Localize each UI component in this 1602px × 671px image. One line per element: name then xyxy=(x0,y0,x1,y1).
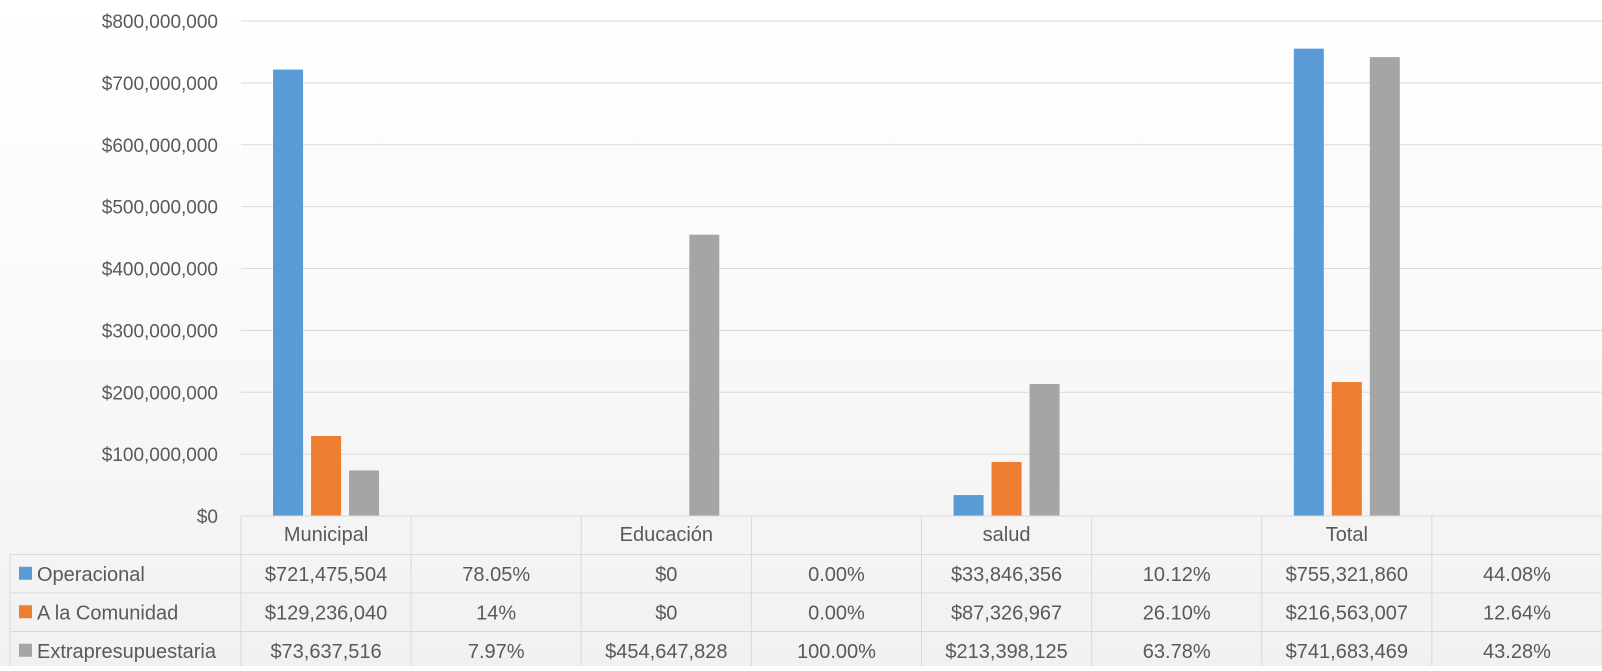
y-tick-label: $500,000,000 xyxy=(102,198,218,219)
table-cell-value: $33,846,356 xyxy=(951,564,1062,586)
bar-operacional-0 xyxy=(273,69,304,516)
table-cell-value: $73,637,516 xyxy=(270,641,381,663)
category-label: salud xyxy=(983,524,1031,546)
bar-extrapresupuestaria-2 xyxy=(689,234,720,517)
table-cell-value: $216,563,007 xyxy=(1286,602,1408,624)
table-cell-value: $213,398,125 xyxy=(945,641,1067,663)
table-cell-value: $741,683,469 xyxy=(1286,641,1408,663)
table-cell-value: $0 xyxy=(655,602,677,624)
table-cell-value: 44.08% xyxy=(1483,564,1551,586)
legend-label: Extrapresupuestaria xyxy=(37,641,217,663)
table-cell-value: $129,236,040 xyxy=(265,602,387,624)
bar-a-la-comunidad-0 xyxy=(311,436,342,516)
category-label: Municipal xyxy=(284,524,368,546)
y-tick-label: $800,000,000 xyxy=(102,12,218,33)
legend-key-a-la-comunidad xyxy=(19,605,32,619)
table-cell-value: $454,647,828 xyxy=(605,641,727,663)
y-tick-label: $700,000,000 xyxy=(102,74,218,95)
table-cell-value: 26.10% xyxy=(1143,602,1211,624)
table-cell-value: 12.64% xyxy=(1483,602,1551,624)
table-cell-value: $0 xyxy=(655,564,677,586)
table-cell-value: 43.28% xyxy=(1483,641,1551,663)
table-cell-value: 63.78% xyxy=(1143,641,1211,663)
y-tick-label: $100,000,000 xyxy=(102,445,218,466)
bar-a-la-comunidad-4 xyxy=(991,461,1022,516)
y-tick-label: $600,000,000 xyxy=(102,136,218,157)
table-cell-value: 10.12% xyxy=(1143,564,1211,586)
legend-label: Operacional xyxy=(37,564,145,586)
y-tick-label: $0 xyxy=(197,507,218,528)
category-label: Educación xyxy=(620,524,713,546)
table-cell-value: 0.00% xyxy=(808,564,865,586)
y-tick-label: $300,000,000 xyxy=(102,321,218,342)
category-label: Total xyxy=(1326,524,1368,546)
legend-key-operacional xyxy=(19,566,32,580)
bar-operacional-4 xyxy=(953,495,984,516)
bar-operacional-6 xyxy=(1293,48,1324,517)
table-cell-value: $87,326,967 xyxy=(951,602,1062,624)
table-cell-value: 0.00% xyxy=(808,602,865,624)
table-cell-value: 78.05% xyxy=(462,564,530,586)
y-tick-label: $200,000,000 xyxy=(102,383,218,404)
table-cell-value: $755,321,860 xyxy=(1286,564,1408,586)
table-cell-value: 7.97% xyxy=(468,641,525,663)
table-cell-value: $721,475,504 xyxy=(265,564,387,586)
bar-extrapresupuestaria-0 xyxy=(349,470,380,516)
bar-extrapresupuestaria-4 xyxy=(1029,383,1060,516)
bar-a-la-comunidad-6 xyxy=(1331,382,1362,516)
legend-key-extrapresupuestaria xyxy=(19,643,32,657)
legend-label: A la Comunidad xyxy=(37,602,178,624)
table-cell-value: 100.00% xyxy=(797,641,876,663)
bar-extrapresupuestaria-6 xyxy=(1369,57,1400,517)
y-tick-label: $400,000,000 xyxy=(102,260,218,281)
table-cell-value: 14% xyxy=(476,602,516,624)
